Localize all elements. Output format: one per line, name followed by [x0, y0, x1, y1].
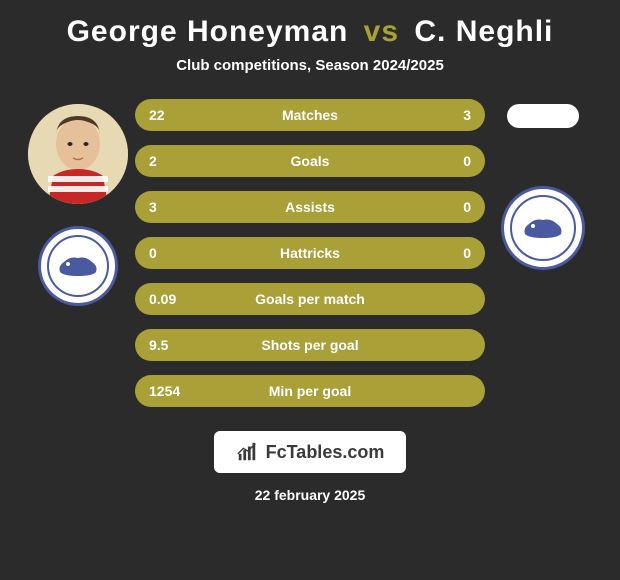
stat-right-value: 0 — [431, 199, 471, 215]
brand-chip: FcTables.com — [214, 431, 407, 473]
stat-left-value: 1254 — [149, 383, 189, 399]
stat-label: Hattricks — [189, 245, 431, 261]
subtitle: Club competitions, Season 2024/2025 — [176, 57, 444, 74]
stat-left-value: 0.09 — [149, 291, 189, 307]
stat-left-value: 3 — [149, 199, 189, 215]
stat-left-value: 22 — [149, 107, 189, 123]
stat-row: 22 Matches 3 — [135, 99, 485, 131]
brand-text: FcTables.com — [266, 442, 385, 463]
root: George Honeyman vs C. Neghli Club compet… — [0, 0, 620, 580]
avatar-icon — [28, 104, 128, 204]
right-column — [485, 99, 600, 270]
stat-left-value: 9.5 — [149, 337, 189, 353]
stat-label: Shots per goal — [189, 337, 431, 353]
main-area: 22 Matches 3 2 Goals 0 3 Assists 0 0 Hat… — [10, 99, 610, 407]
stats-list: 22 Matches 3 2 Goals 0 3 Assists 0 0 Hat… — [135, 99, 485, 407]
lion-icon — [521, 214, 565, 242]
stat-label: Goals per match — [189, 291, 431, 307]
date-text: 22 february 2025 — [255, 487, 366, 503]
stat-row: 0 Hattricks 0 — [135, 237, 485, 269]
player2-flag — [507, 104, 579, 128]
stat-left-value: 2 — [149, 153, 189, 169]
stat-row: 0.09 Goals per match — [135, 283, 485, 315]
stat-label: Assists — [189, 199, 431, 215]
chart-icon — [236, 441, 258, 463]
player2-name: C. Neghli — [414, 15, 553, 48]
stat-label: Matches — [189, 107, 431, 123]
stat-row: 9.5 Shots per goal — [135, 329, 485, 361]
player1-name: George Honeyman — [67, 15, 349, 48]
stat-row: 3 Assists 0 — [135, 191, 485, 223]
vs-text: vs — [364, 15, 399, 48]
stat-row: 2 Goals 0 — [135, 145, 485, 177]
player2-club-badge — [501, 186, 585, 270]
stat-label: Goals — [189, 153, 431, 169]
lion-icon — [56, 252, 100, 280]
stat-right-value: 0 — [431, 153, 471, 169]
stat-row: 1254 Min per goal — [135, 375, 485, 407]
stat-right-value: 0 — [431, 245, 471, 261]
stat-left-value: 0 — [149, 245, 189, 261]
player1-club-badge — [38, 226, 118, 306]
stat-label: Min per goal — [189, 383, 431, 399]
left-column — [20, 99, 135, 306]
stat-right-value: 3 — [431, 107, 471, 123]
player1-avatar — [28, 104, 128, 204]
page-title: George Honeyman vs C. Neghli — [67, 15, 554, 49]
